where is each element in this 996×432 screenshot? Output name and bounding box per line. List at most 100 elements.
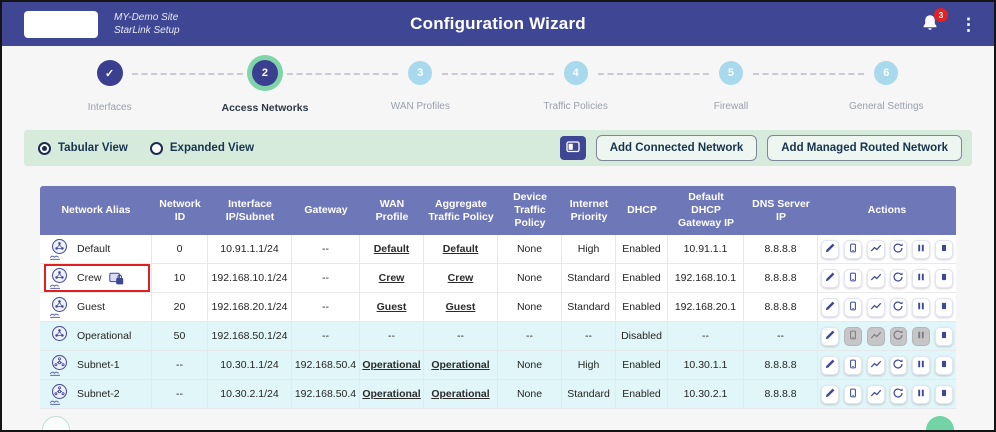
wan-profile-link[interactable]: Guest: [376, 301, 407, 314]
device-action-button[interactable]: [843, 384, 862, 404]
cell-gateway: --: [292, 293, 360, 322]
device-action-button[interactable]: [843, 268, 862, 288]
stop-icon: [938, 358, 950, 373]
add-connected-network-button[interactable]: Add Connected Network: [595, 135, 758, 161]
captive-portal-lock-icon: [108, 272, 124, 285]
step-interfaces[interactable]: ✓ Interfaces: [32, 60, 187, 114]
step-number: 5: [718, 61, 743, 85]
aggregate-policy-link[interactable]: Guest: [445, 301, 476, 314]
highlighted-alias-annotation: Crew: [44, 264, 150, 293]
cell-internet-priority: --: [562, 322, 616, 351]
refresh-action-button[interactable]: [889, 384, 908, 404]
refresh-action-button[interactable]: [889, 355, 908, 375]
stop-icon: [938, 271, 950, 286]
pause-icon: [915, 329, 927, 344]
pause-action-button[interactable]: [912, 355, 931, 375]
column-header: DNS Server IP: [752, 197, 810, 223]
device-action-button[interactable]: [843, 355, 862, 375]
stop-action-button[interactable]: [935, 355, 953, 375]
cell-dhcp-gateway: 192.168.20.1: [668, 293, 744, 322]
cell-interface-ip: 10.91.1.1/24: [208, 235, 292, 264]
window-view-button[interactable]: [559, 136, 586, 160]
refresh-action-button[interactable]: [889, 239, 908, 259]
stop-action-button[interactable]: [935, 268, 953, 288]
step-traffic-policies[interactable]: 4 Traffic Policies: [442, 60, 653, 114]
stats-action-button[interactable]: [866, 239, 885, 259]
pause-action-button[interactable]: [912, 268, 931, 288]
back-button[interactable]: ←: [42, 416, 70, 430]
cell-dns: 8.8.8.8: [744, 264, 818, 293]
aggregate-policy-link[interactable]: Default: [442, 243, 479, 256]
cell-actions: [818, 235, 956, 263]
cell-network-alias: Default: [40, 235, 152, 264]
stats-action-button[interactable]: [866, 268, 885, 288]
edit-action-button[interactable]: [821, 384, 839, 404]
step-wan-profiles[interactable]: 3 WAN Profiles: [286, 60, 498, 114]
stats-action-button[interactable]: [866, 297, 885, 317]
next-button[interactable]: →: [926, 416, 954, 430]
step-general-settings[interactable]: 6 General Settings: [752, 60, 964, 114]
edit-action-button[interactable]: [821, 326, 839, 346]
pause-action-button[interactable]: [912, 239, 931, 259]
stop-action-button[interactable]: [935, 326, 953, 346]
stats-action-button[interactable]: [866, 384, 885, 404]
step-access-networks[interactable]: 2 Access Networks: [131, 60, 342, 114]
column-header: Gateway: [304, 204, 348, 217]
notifications-button[interactable]: 3: [920, 8, 948, 37]
cell-dhcp: Enabled: [616, 380, 668, 409]
refresh-action-button[interactable]: [889, 297, 908, 317]
step-label: WAN Profiles: [390, 101, 450, 112]
wan-profile-link[interactable]: Operational: [362, 359, 421, 372]
stats-icon: [870, 358, 882, 373]
edit-icon: [824, 358, 836, 373]
network-shared-icon: [49, 296, 70, 319]
pause-icon: [915, 358, 927, 373]
cell-gateway: 192.168.50.4: [292, 351, 360, 380]
edit-action-button[interactable]: [821, 297, 839, 317]
pause-action-button[interactable]: [912, 384, 931, 404]
stats-action-button[interactable]: [866, 355, 885, 375]
aggregate-policy-link[interactable]: Operational: [431, 359, 490, 372]
cell-internet-priority: Standard: [562, 293, 616, 322]
edit-action-button[interactable]: [821, 355, 839, 375]
step-number: 2: [251, 60, 278, 86]
cell-dhcp-gateway: 10.30.1.1: [668, 351, 744, 380]
cell-interface-ip: 192.168.20.1/24: [208, 293, 292, 322]
stats-icon: [870, 271, 882, 286]
logo-placeholder: [24, 10, 98, 38]
kebab-menu-icon[interactable]: ⋮: [960, 14, 978, 34]
cell-device-policy: None: [498, 293, 562, 322]
edit-icon: [824, 300, 836, 315]
device-action-button[interactable]: [843, 239, 862, 259]
stats-icon: [870, 329, 882, 344]
wan-profile-link[interactable]: Default: [373, 243, 410, 256]
pause-action-button[interactable]: [912, 297, 931, 317]
network-alias-label: Crew: [77, 272, 102, 285]
aggregate-policy-link[interactable]: Operational: [431, 388, 490, 401]
wan-profile-link[interactable]: Operational: [362, 388, 421, 401]
edit-action-button[interactable]: [821, 268, 839, 288]
device-action-button[interactable]: [843, 297, 862, 317]
expanded-view-radio[interactable]: Expanded View: [149, 141, 254, 155]
stop-action-button[interactable]: [935, 384, 953, 404]
cell-wan-profile: Crew: [360, 264, 424, 293]
alias-content: Operational: [46, 324, 135, 348]
add-managed-routed-network-button[interactable]: Add Managed Routed Network: [767, 135, 962, 161]
refresh-icon: [892, 387, 904, 402]
aggregate-policy-link[interactable]: Crew: [447, 272, 474, 285]
bell-icon: [920, 15, 940, 37]
cell-network-alias: Operational: [40, 322, 152, 351]
stop-icon: [938, 387, 950, 402]
wan-profile-link[interactable]: Crew: [378, 272, 405, 285]
refresh-action-button[interactable]: [889, 268, 908, 288]
tabular-view-radio[interactable]: Tabular View: [38, 141, 128, 155]
cell-aggregate-policy: Default: [424, 235, 498, 264]
step-number: 3: [408, 61, 433, 85]
stop-action-button[interactable]: [935, 239, 953, 259]
step-label: Traffic Policies: [543, 101, 608, 112]
view-toolbar: Tabular View Expanded View Add Connected…: [24, 130, 972, 166]
edit-action-button[interactable]: [821, 239, 839, 259]
step-firewall[interactable]: 5 Firewall: [597, 60, 808, 114]
stop-action-button[interactable]: [935, 297, 953, 317]
column-header: Aggregate Traffic Policy: [428, 197, 494, 223]
